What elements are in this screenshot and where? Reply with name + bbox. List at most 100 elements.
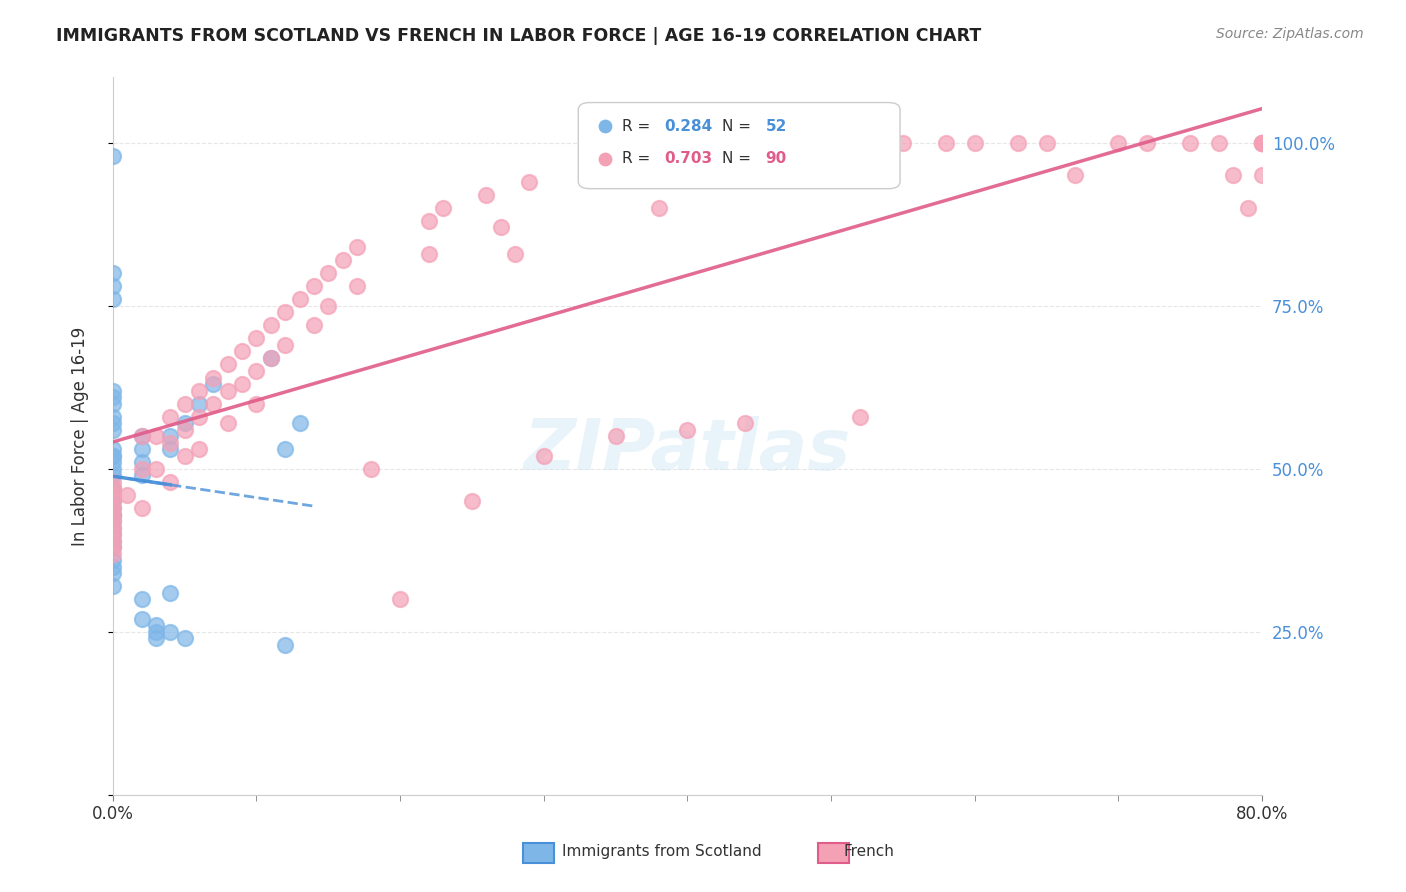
Point — [389, 592, 412, 607]
Point — [101, 540, 124, 554]
Point — [101, 442, 124, 457]
Point — [159, 442, 181, 457]
Point — [145, 624, 167, 639]
FancyBboxPatch shape — [578, 103, 900, 189]
Point — [101, 553, 124, 567]
Point — [217, 384, 239, 398]
Text: IMMIGRANTS FROM SCOTLAND VS FRENCH IN LABOR FORCE | AGE 16-19 CORRELATION CHART: IMMIGRANTS FROM SCOTLAND VS FRENCH IN LA… — [56, 27, 981, 45]
Point — [202, 377, 225, 392]
Point — [202, 370, 225, 384]
Point — [131, 462, 153, 476]
Point — [101, 559, 124, 574]
Point — [101, 423, 124, 437]
Point — [101, 449, 124, 463]
Point — [346, 279, 368, 293]
Point — [575, 161, 598, 176]
Point — [676, 423, 699, 437]
Point — [1251, 136, 1274, 150]
Text: R =: R = — [621, 119, 655, 134]
Point — [1222, 169, 1244, 183]
Point — [1007, 136, 1029, 150]
Point — [1107, 136, 1129, 150]
Point — [717, 180, 740, 194]
Point — [217, 416, 239, 430]
Point — [1251, 136, 1274, 150]
Text: R =: R = — [621, 151, 655, 166]
Text: French: French — [844, 845, 894, 859]
Point — [217, 358, 239, 372]
Point — [302, 279, 325, 293]
Point — [318, 266, 340, 280]
Point — [159, 586, 181, 600]
Point — [762, 136, 785, 150]
Point — [1035, 136, 1057, 150]
Point — [475, 187, 498, 202]
Point — [202, 397, 225, 411]
Point — [101, 475, 124, 489]
Point — [346, 240, 368, 254]
Point — [131, 455, 153, 469]
Point — [288, 292, 311, 306]
Text: N =: N = — [721, 119, 756, 134]
Point — [260, 351, 283, 365]
Point — [173, 416, 195, 430]
Point — [101, 468, 124, 483]
Point — [101, 520, 124, 534]
Point — [188, 442, 211, 457]
Point — [101, 482, 124, 496]
Point — [101, 540, 124, 554]
Point — [274, 442, 297, 457]
Point — [360, 462, 382, 476]
Point — [173, 632, 195, 646]
Point — [1064, 169, 1087, 183]
Point — [533, 449, 555, 463]
Point — [963, 136, 986, 150]
Point — [173, 397, 195, 411]
Point — [131, 442, 153, 457]
Point — [1251, 136, 1274, 150]
Text: ZIPatlas: ZIPatlas — [524, 416, 851, 485]
Text: 0.284: 0.284 — [665, 119, 713, 134]
Point — [101, 514, 124, 528]
Point — [101, 533, 124, 548]
Point — [792, 136, 814, 150]
Point — [101, 292, 124, 306]
Point — [1251, 169, 1274, 183]
Point — [101, 409, 124, 424]
Point — [101, 488, 124, 502]
Point — [605, 429, 627, 443]
Point — [302, 318, 325, 333]
Point — [1251, 136, 1274, 150]
Point — [288, 416, 311, 430]
Point — [704, 149, 727, 163]
Text: Source: ZipAtlas.com: Source: ZipAtlas.com — [1216, 27, 1364, 41]
Point — [717, 210, 740, 224]
Point — [159, 475, 181, 489]
Point — [188, 409, 211, 424]
Point — [101, 416, 124, 430]
Point — [101, 533, 124, 548]
Point — [101, 462, 124, 476]
Point — [318, 299, 340, 313]
Point — [159, 429, 181, 443]
Text: N =: N = — [721, 151, 756, 166]
Point — [159, 435, 181, 450]
Point — [231, 344, 253, 359]
Point — [101, 482, 124, 496]
Point — [935, 136, 957, 150]
Point — [418, 214, 440, 228]
Text: Immigrants from Scotland: Immigrants from Scotland — [562, 845, 762, 859]
Text: 90: 90 — [766, 151, 787, 166]
Point — [131, 429, 153, 443]
Y-axis label: In Labor Force | Age 16-19: In Labor Force | Age 16-19 — [72, 326, 89, 546]
Point — [792, 169, 814, 183]
Point — [461, 494, 484, 508]
Point — [101, 579, 124, 593]
Point — [173, 423, 195, 437]
Point — [159, 624, 181, 639]
Point — [332, 253, 354, 268]
Point — [101, 566, 124, 581]
Point — [101, 279, 124, 293]
Point — [274, 305, 297, 319]
Point — [101, 547, 124, 561]
